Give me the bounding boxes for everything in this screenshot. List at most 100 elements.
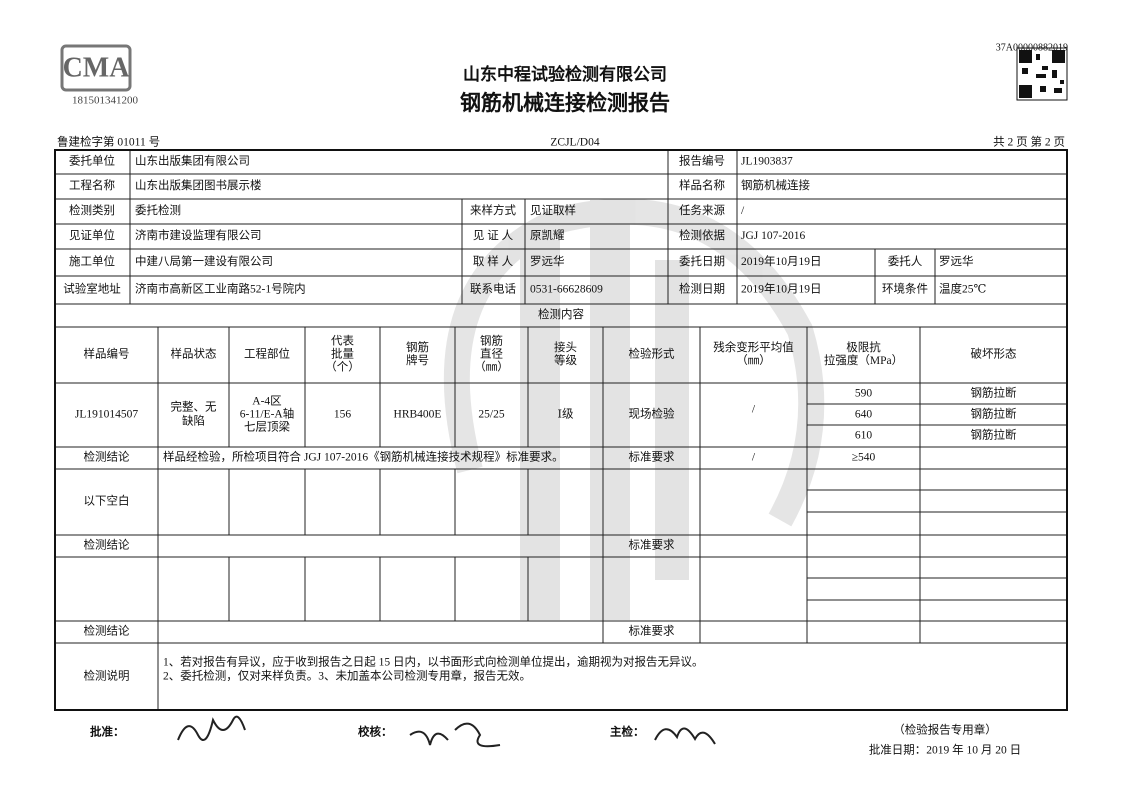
column-header: 直径 <box>480 347 503 361</box>
sample-location: A-4区 <box>252 396 281 408</box>
column-header: 牌号 <box>406 353 429 367</box>
column-header: 拉强度（MPa） <box>824 353 903 367</box>
joint-class: Ⅰ级 <box>557 408 574 421</box>
info-label: 委托单位 <box>69 154 115 168</box>
diameter: 25/25 <box>478 409 504 421</box>
test-form: 现场检验 <box>629 407 675 421</box>
info-label: 见 证 人 <box>473 229 514 242</box>
watermark <box>443 198 825 620</box>
info-value: 钢筋机械连接 <box>741 178 810 192</box>
column-header: 批量 <box>331 347 354 361</box>
failure-mode: 钢筋拉断 <box>971 386 1017 400</box>
info-label: 施工单位 <box>69 254 115 268</box>
info-value: 2019年10月19日 <box>741 254 822 268</box>
conclusion-label: 检测结论 <box>84 450 130 464</box>
strength: 590 <box>855 388 873 400</box>
info-value: 山东出版集团图书展示楼 <box>135 178 262 192</box>
info-label: 来样方式 <box>470 203 516 217</box>
info-value: / <box>741 205 745 217</box>
approve-label: 批准： <box>90 725 125 739</box>
info-label: 检测类别 <box>69 203 115 217</box>
info-value: 2019年10月19日 <box>741 282 822 296</box>
inspect-label: 主检： <box>610 725 645 739</box>
approval-date: 批准日期：2019 年 10 月 20 日 <box>869 743 1021 757</box>
info-label: 检测日期 <box>679 282 725 296</box>
sample-state: 完整、无 <box>171 400 217 414</box>
info-label: 联系电话 <box>470 282 516 296</box>
standard-label: 标准要求 <box>629 625 675 638</box>
column-header: 样品编号 <box>84 347 130 361</box>
column-header: 检验形式 <box>629 347 675 361</box>
info-label: 报告编号 <box>679 154 725 168</box>
note-line: 2、委托检测，仅对来样负责。3、未加盖本公司检测专用章，报告无效。 <box>163 669 531 683</box>
info-label: 委托日期 <box>679 254 725 268</box>
batch: 156 <box>334 409 352 421</box>
info-value: 济南市建设监理有限公司 <box>135 228 262 242</box>
info-value: 济南市高新区工业南路52-1号院内 <box>135 282 306 296</box>
column-header: 样品状态 <box>171 347 217 361</box>
failure-mode: 钢筋拉断 <box>971 407 1017 421</box>
sample-id: JL191014507 <box>75 409 139 421</box>
info-label: 任务来源 <box>679 203 725 217</box>
column-header: 等级 <box>554 353 577 367</box>
column-header: 钢筋 <box>406 340 429 354</box>
info-value: 0531-66628609 <box>530 284 603 296</box>
sample-location: 6-11/E-A轴 <box>240 407 295 421</box>
strength-requirement: ≥540 <box>852 452 876 464</box>
sample-location: 七层顶梁 <box>244 420 290 434</box>
column-header: （㎜） <box>736 354 771 367</box>
report-code: 鲁建检字第 01011 号 <box>57 135 160 149</box>
signatures <box>177 715 716 748</box>
info-value: 中建八局第一建设有限公司 <box>135 254 273 268</box>
conclusion-label: 检测结论 <box>84 538 130 552</box>
column-header: 钢筋 <box>480 334 503 348</box>
info-label: 样品名称 <box>679 178 725 192</box>
info-label: 委托人 <box>888 254 923 268</box>
strength: 640 <box>855 409 873 421</box>
seal-note: （检验报告专用章） <box>893 723 997 737</box>
report-id: 37A00000882019 <box>996 42 1068 53</box>
info-label: 工程名称 <box>69 178 115 192</box>
report-title: 钢筋机械连接检测报告 <box>460 91 670 115</box>
standard-label: 标准要求 <box>629 539 675 552</box>
sample-state: 缺陷 <box>182 414 205 428</box>
section-title: 检测内容 <box>538 307 584 321</box>
failure-mode: 钢筋拉断 <box>971 428 1017 442</box>
info-value: 原凯耀 <box>530 229 565 242</box>
standard-label: 标准要求 <box>629 451 675 464</box>
info-label: 取 样 人 <box>473 254 514 268</box>
check-label: 校核： <box>358 725 393 739</box>
residual: / <box>752 404 756 416</box>
column-header: 代表 <box>331 334 354 348</box>
info-label: 见证单位 <box>69 228 115 242</box>
cma-number: 181501341200 <box>72 95 139 107</box>
table-border <box>54 149 1068 711</box>
company-name: 山东中程试验检测有限公司 <box>463 64 667 84</box>
info-value: 委托检测 <box>135 203 181 217</box>
info-label: 环境条件 <box>882 282 928 296</box>
info-label: 试验室地址 <box>63 282 121 296</box>
blank-label: 以下空白 <box>84 494 130 508</box>
column-header: （㎜） <box>474 361 509 374</box>
residual-requirement: / <box>752 452 756 464</box>
info-value: JL1903837 <box>741 156 793 168</box>
column-header: 残余变形平均值 <box>713 340 794 354</box>
form-code: ZCJL/D04 <box>550 137 599 149</box>
strength: 610 <box>855 430 873 442</box>
conclusion-text: 样品经检验，所检项目符合 JGJ 107-2016《钢筋机械连接技术规程》标准要… <box>163 450 564 464</box>
column-header: 接头 <box>554 341 577 354</box>
conclusion-label: 检测结论 <box>84 624 130 638</box>
note-line: 1、若对报告有异议，应于收到报告之日起 15 日内，以书面形式向检测单位提出，逾… <box>163 655 704 669</box>
info-value: 温度25℃ <box>939 282 986 296</box>
qr-code <box>1016 47 1068 101</box>
column-header: 工程部位 <box>244 347 290 361</box>
page-number: 共 2 页 第 2 页 <box>993 135 1065 149</box>
info-value: 罗远华 <box>530 254 565 268</box>
cma-logo-frame <box>60 44 132 92</box>
info-label: 检测依据 <box>679 228 725 242</box>
column-header: 破坏形态 <box>971 347 1017 361</box>
info-value: 罗远华 <box>939 254 974 268</box>
